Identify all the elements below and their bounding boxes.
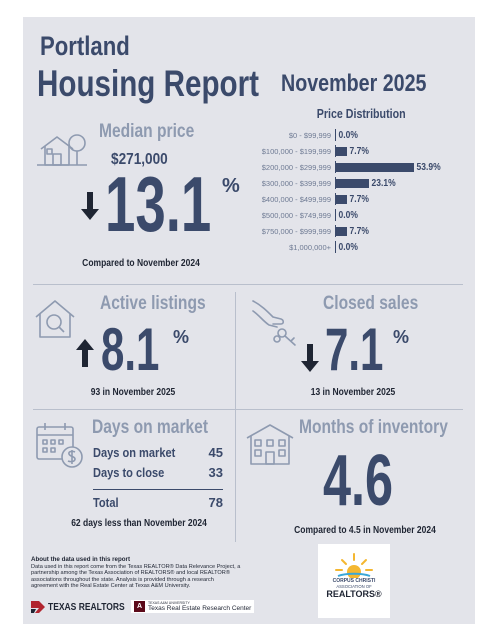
months-inventory-value: 4.6 — [323, 441, 394, 521]
chart-value-label: 0.0% — [338, 241, 358, 253]
arrow-down-icon — [301, 344, 319, 372]
active-listings-heading: Active listings — [100, 293, 206, 314]
texas-realtors-mark-icon — [31, 601, 45, 613]
chart-category-label: $500,000 - $749,999 — [261, 210, 331, 220]
divider-horizontal-2 — [33, 409, 463, 410]
chart-bar — [336, 178, 370, 188]
active-listings-percent: % — [173, 327, 190, 347]
dtc-row: Days to close 33 — [93, 465, 223, 480]
house-search-icon — [33, 297, 79, 341]
chart-axis-tick — [335, 161, 336, 173]
chart-value-label: 0.0% — [338, 129, 358, 141]
sun-icon — [335, 553, 373, 578]
price-distribution-chart: $0 - $99,999 0.0% $100,000 - $199,999 7.7% $… — [243, 128, 473, 256]
report-page: Portland Housing Report November 2025 Me… — [23, 17, 475, 624]
research-center-logo: A TEXAS A&M UNIVERSITY Texas Real Estate… — [131, 600, 255, 613]
chart-value-label: 7.7% — [349, 145, 370, 157]
chart-category-label: $400,000 - $499,999 — [261, 194, 331, 204]
chart-axis-tick — [335, 145, 336, 157]
chart-category-label: $750,000 - $999,999 — [261, 226, 331, 236]
active-listings-change: 8.1 — [101, 316, 160, 383]
chart-value-label: 23.1% — [371, 177, 397, 189]
chart-bar — [336, 226, 348, 236]
building-icon — [245, 422, 295, 466]
median-price-change: 13.1 — [105, 160, 212, 248]
chart-value-label: 7.7% — [349, 225, 370, 237]
report-title: Housing Report — [37, 63, 259, 104]
chart-axis-tick — [335, 177, 336, 189]
texas-realtors-logo: TEXAS REALTORS — [31, 601, 138, 613]
chart-row: $300,000 - $399,999 23.1% — [243, 176, 401, 190]
chart-category-label: $100,000 - $199,999 — [261, 146, 331, 156]
chart-value-label: 7.7% — [349, 193, 370, 205]
chart-axis-tick — [335, 129, 336, 141]
ccar-logo: CORPUS CHRISTI ASSOCIATION OF REALTORS® — [318, 544, 390, 618]
house-tree-icon — [37, 129, 89, 169]
closed-sales-percent: % — [393, 327, 410, 347]
tamu-mark-icon: A — [134, 601, 145, 612]
chart-category-label: $300,000 - $399,999 — [261, 178, 331, 188]
calendar-dollar-icon — [35, 421, 85, 469]
chart-row: $500,000 - $749,999 0.0% — [243, 208, 362, 222]
chart-bar — [336, 162, 414, 172]
closed-sales-heading: Closed sales — [323, 293, 419, 314]
chart-category-label: $0 - $99,999 — [288, 130, 331, 140]
city-title: Portland — [40, 31, 130, 61]
arrow-down-icon — [81, 192, 99, 220]
about-data: About the data used in this report Data … — [31, 556, 241, 590]
chart-axis-tick — [335, 241, 336, 253]
median-price-heading: Median price — [99, 121, 195, 142]
chart-category-label: $200,000 - $299,999 — [261, 162, 331, 172]
days-on-market-caption: 62 days less than November 2024 — [71, 518, 207, 529]
divider-vertical — [235, 292, 236, 542]
chart-bar — [336, 194, 348, 204]
about-title: About the data used in this report — [31, 556, 131, 563]
chart-value-label: 53.9% — [416, 161, 441, 173]
chart-category-label: $1,000,000+ — [289, 242, 331, 252]
chart-axis-tick — [335, 193, 336, 205]
chart-row: $100,000 - $199,999 7.7% — [243, 144, 373, 158]
days-on-market-heading: Days on market — [92, 417, 209, 438]
chart-row: $1,000,000+ 0.0% — [243, 240, 362, 254]
chart-row: $200,000 - $299,999 53.9% — [243, 160, 445, 174]
closed-sales-change: 7.1 — [325, 316, 384, 383]
median-price-percent: % — [222, 175, 240, 197]
chart-bar — [336, 146, 348, 156]
divider-horizontal-1 — [33, 284, 463, 285]
closed-sales-caption: 13 in November 2025 — [310, 387, 396, 398]
months-inventory-caption: Compared to 4.5 in November 2024 — [294, 525, 436, 536]
chart-value-label: 0.0% — [338, 209, 358, 221]
total-row: Total 78 — [93, 489, 223, 510]
chart-row: $400,000 - $499,999 7.7% — [243, 192, 373, 206]
arrow-up-icon — [76, 339, 94, 367]
chart-row: $750,000 - $999,999 7.7% — [243, 224, 373, 238]
chart-title: Price Distribution — [316, 106, 406, 121]
days-on-market-table: Days on market 45 Days to close 33 Total… — [93, 445, 223, 510]
months-inventory-heading: Months of inventory — [299, 417, 448, 438]
hand-keys-icon — [251, 295, 301, 347]
active-listings-caption: 93 in November 2025 — [90, 387, 176, 398]
chart-axis-tick — [335, 225, 336, 237]
median-price-value: $271,000 — [111, 151, 168, 168]
median-price-caption: Compared to November 2024 — [82, 258, 200, 269]
report-period: November 2025 — [281, 70, 427, 97]
about-text: Data used in this report come from the T… — [31, 563, 241, 590]
chart-row: $0 - $99,999 0.0% — [243, 128, 362, 142]
dom-row: Days on market 45 — [93, 445, 223, 460]
chart-axis-tick — [335, 209, 336, 221]
